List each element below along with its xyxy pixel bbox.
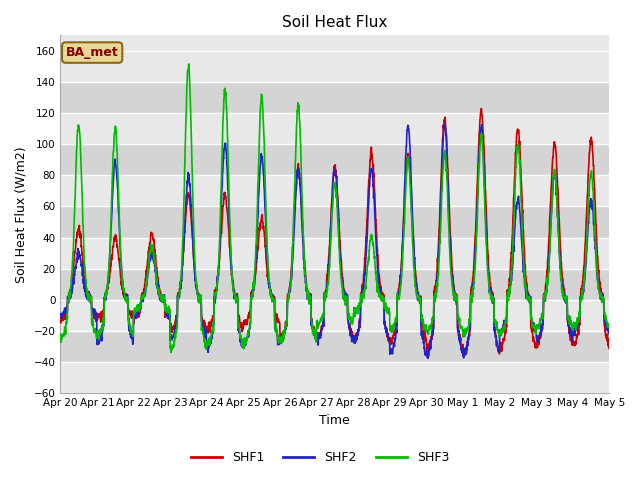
- SHF2: [441, 120, 449, 126]
- SHF1: [209, 313, 217, 319]
- SHF1: [460, 352, 467, 358]
- SHF3: [495, 330, 502, 336]
- SHF2: [495, 345, 502, 350]
- SHF2: [351, 338, 358, 344]
- SHF3: [557, 274, 565, 280]
- Bar: [60, 113, 609, 144]
- SHF2: [557, 277, 565, 283]
- Bar: [60, 82, 609, 113]
- Bar: [60, 362, 609, 393]
- Bar: [60, 300, 609, 331]
- Bar: [60, 206, 609, 238]
- SHF1: [605, 342, 613, 348]
- Line: SHF1: SHF1: [60, 108, 609, 355]
- Line: SHF2: SHF2: [60, 123, 609, 359]
- Text: BA_met: BA_met: [66, 46, 118, 59]
- SHF3: [363, 269, 371, 275]
- SHF1: [573, 334, 580, 340]
- Bar: [60, 144, 609, 175]
- SHF1: [363, 229, 371, 235]
- SHF2: [605, 326, 613, 332]
- SHF3: [351, 307, 359, 312]
- Title: Soil Heat Flux: Soil Heat Flux: [282, 15, 388, 30]
- SHF3: [185, 61, 193, 67]
- Bar: [60, 51, 609, 82]
- SHF2: [363, 246, 371, 252]
- SHF3: [605, 324, 613, 330]
- SHF1: [477, 106, 485, 111]
- SHF2: [424, 356, 431, 361]
- SHF2: [573, 327, 580, 333]
- SHF3: [573, 319, 580, 324]
- X-axis label: Time: Time: [319, 414, 350, 427]
- Line: SHF3: SHF3: [60, 64, 609, 353]
- Y-axis label: Soil Heat Flux (W/m2): Soil Heat Flux (W/m2): [15, 146, 28, 283]
- SHF1: [495, 348, 502, 354]
- SHF1: [557, 259, 565, 265]
- SHF1: [56, 313, 64, 319]
- Legend: SHF1, SHF2, SHF3: SHF1, SHF2, SHF3: [186, 446, 454, 469]
- Bar: [60, 238, 609, 269]
- SHF2: [56, 312, 64, 318]
- SHF3: [167, 350, 175, 356]
- Bar: [60, 331, 609, 362]
- Bar: [60, 269, 609, 300]
- SHF1: [351, 338, 358, 344]
- SHF3: [56, 331, 64, 337]
- Bar: [60, 175, 609, 206]
- SHF3: [210, 317, 218, 323]
- SHF2: [209, 324, 217, 330]
